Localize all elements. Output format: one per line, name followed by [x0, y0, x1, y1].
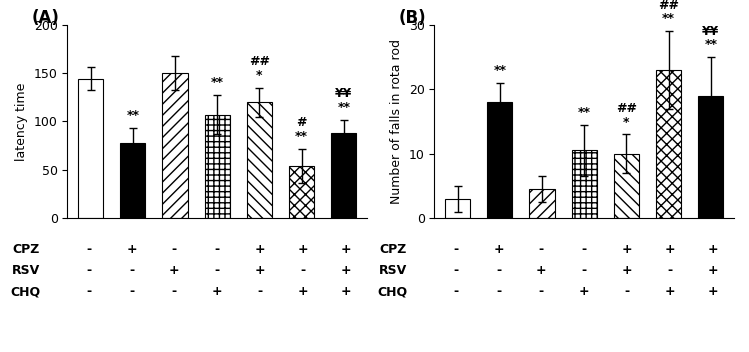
Text: *: * — [623, 115, 630, 128]
Text: -: - — [172, 243, 177, 256]
Text: +: + — [297, 285, 308, 298]
Text: **: ** — [127, 109, 139, 122]
Text: +: + — [707, 264, 718, 277]
Text: CHQ: CHQ — [10, 285, 40, 298]
Text: -: - — [172, 285, 177, 298]
Bar — [656, 70, 682, 218]
Text: +: + — [707, 243, 718, 256]
Text: **: ** — [494, 64, 506, 77]
Text: ¥¥: ¥¥ — [335, 87, 353, 100]
Text: (A): (A) — [31, 9, 59, 27]
Text: +: + — [664, 243, 675, 256]
Y-axis label: Number of falls in rota rod: Number of falls in rota rod — [390, 39, 403, 204]
Text: +: + — [255, 264, 265, 277]
Text: +: + — [664, 285, 675, 298]
Text: ##: ## — [616, 102, 637, 115]
Text: ##: ## — [658, 0, 679, 12]
Bar — [331, 133, 357, 218]
Y-axis label: latency time: latency time — [15, 82, 28, 161]
Bar — [571, 151, 597, 218]
Text: -: - — [496, 285, 501, 298]
Text: +: + — [707, 285, 718, 298]
Text: +: + — [622, 243, 632, 256]
Text: -: - — [496, 264, 501, 277]
Text: **: ** — [704, 38, 718, 51]
Text: CPZ: CPZ — [13, 243, 40, 256]
Bar — [246, 102, 272, 218]
Text: -: - — [129, 264, 134, 277]
Text: +: + — [340, 264, 351, 277]
Text: -: - — [582, 243, 586, 256]
Text: ¥¥: ¥¥ — [702, 25, 720, 38]
Text: +: + — [494, 243, 504, 256]
Text: -: - — [129, 285, 134, 298]
Text: ##: ## — [249, 55, 270, 68]
Text: -: - — [453, 264, 458, 277]
Text: RSV: RSV — [379, 264, 407, 277]
Bar — [698, 96, 724, 218]
Text: #: # — [297, 116, 307, 129]
Text: -: - — [539, 285, 544, 298]
Text: +: + — [212, 285, 222, 298]
Text: +: + — [297, 243, 308, 256]
Bar — [78, 79, 103, 218]
Text: +: + — [622, 264, 632, 277]
Text: (B): (B) — [398, 9, 426, 27]
Text: -: - — [667, 264, 673, 277]
Text: **: ** — [295, 130, 308, 143]
Text: -: - — [453, 285, 458, 298]
Text: +: + — [169, 264, 180, 277]
Bar — [163, 73, 188, 218]
Text: -: - — [625, 285, 630, 298]
Text: *: * — [256, 69, 263, 82]
Text: **: ** — [662, 12, 675, 25]
Text: +: + — [340, 285, 351, 298]
Bar — [289, 166, 315, 218]
Bar — [613, 154, 639, 218]
Bar — [445, 199, 470, 218]
Text: -: - — [258, 285, 263, 298]
Text: -: - — [86, 264, 91, 277]
Bar — [120, 143, 145, 218]
Text: -: - — [86, 285, 91, 298]
Text: **: ** — [210, 76, 224, 89]
Text: CHQ: CHQ — [377, 285, 407, 298]
Text: +: + — [536, 264, 547, 277]
Text: -: - — [539, 243, 544, 256]
Text: RSV: RSV — [12, 264, 40, 277]
Text: **: ** — [577, 106, 591, 119]
Bar — [530, 189, 555, 218]
Bar — [487, 102, 512, 218]
Text: -: - — [300, 264, 306, 277]
Text: -: - — [86, 243, 91, 256]
Text: -: - — [453, 243, 458, 256]
Text: +: + — [255, 243, 265, 256]
Text: CPZ: CPZ — [380, 243, 407, 256]
Text: +: + — [340, 243, 351, 256]
Bar — [204, 115, 230, 218]
Text: -: - — [215, 243, 219, 256]
Text: -: - — [582, 264, 586, 277]
Text: -: - — [215, 264, 219, 277]
Text: +: + — [127, 243, 137, 256]
Text: +: + — [579, 285, 589, 298]
Text: **: ** — [337, 101, 351, 114]
